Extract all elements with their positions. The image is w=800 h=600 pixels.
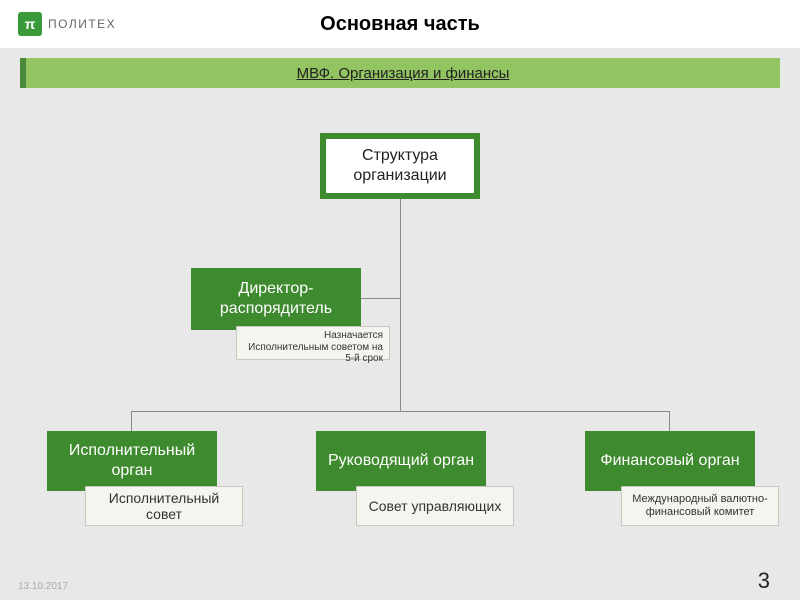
footer-date: 13.10.2017 xyxy=(18,581,68,592)
node-root: Структура организации xyxy=(320,133,480,199)
footer-page-number: 3 xyxy=(758,568,770,594)
header-bar: π ПОЛИТЕХ Основная часть xyxy=(0,0,800,48)
node-exec_note: Исполнительный совет xyxy=(85,486,243,526)
page-title: Основная часть xyxy=(18,13,782,36)
node-gov: Руководящий орган xyxy=(316,431,486,491)
node-fin_note: Международный валютно-финансовый комитет xyxy=(621,486,779,526)
subtitle-bar: МВФ. Организация и финансы xyxy=(20,58,780,88)
node-exec: Исполнительный орган xyxy=(47,431,217,491)
logo: π ПОЛИТЕХ xyxy=(18,12,116,36)
node-fin: Финансовый орган xyxy=(585,431,755,491)
node-gov_note: Совет управляющих xyxy=(356,486,514,526)
logo-text: ПОЛИТЕХ xyxy=(48,17,116,31)
connector-line xyxy=(131,411,670,412)
main-content: МВФ. Организация и финансы Структура орг… xyxy=(20,58,780,578)
node-director: Директор-распорядитель xyxy=(191,268,361,330)
connector-line xyxy=(360,298,400,299)
node-dir_note: Назначается Исполнительным советом на 5-… xyxy=(236,326,390,360)
connector-line xyxy=(400,196,401,411)
connector-line xyxy=(131,411,132,433)
subtitle-text: МВФ. Организация и финансы xyxy=(297,65,510,82)
logo-mark-icon: π xyxy=(18,12,42,36)
connector-line xyxy=(669,411,670,433)
org-diagram: Структура организации Директор-распорядит… xyxy=(20,88,780,568)
